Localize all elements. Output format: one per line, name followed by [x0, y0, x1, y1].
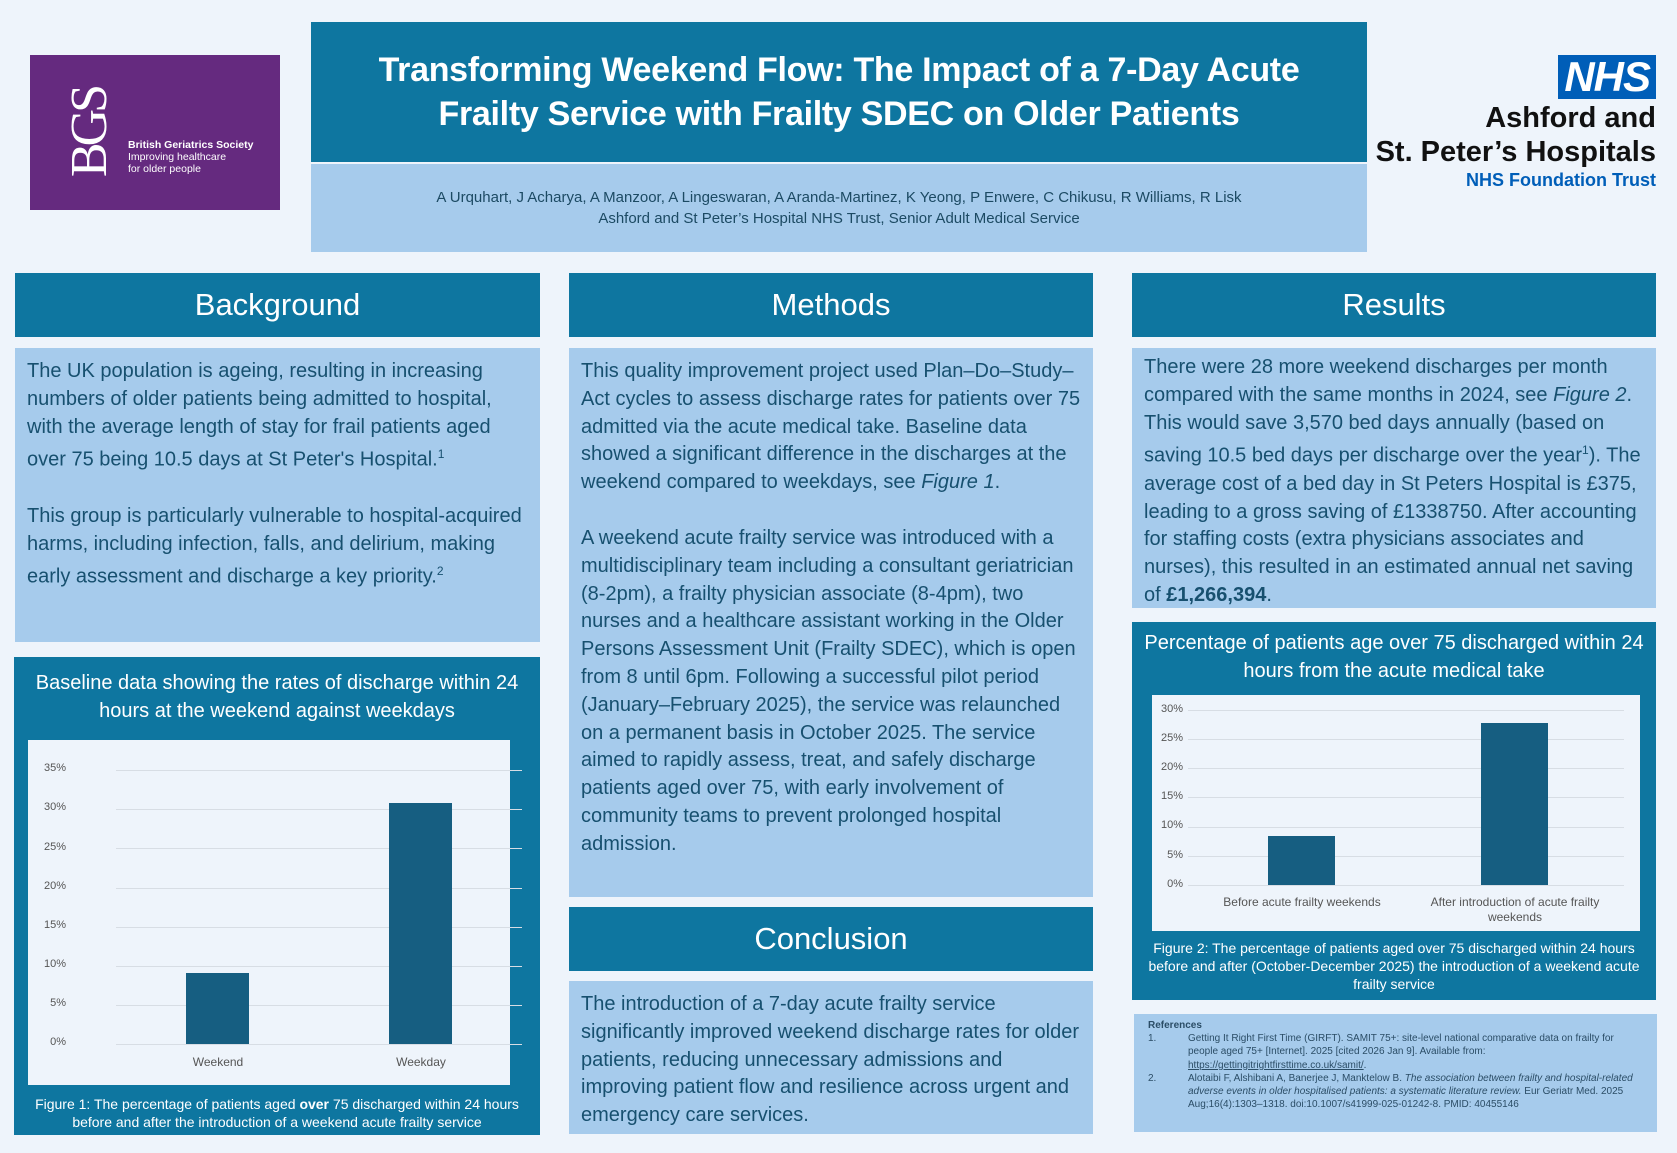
results-heading: Results [1132, 273, 1656, 337]
bgs-monogram-icon: BGS [61, 87, 119, 178]
references-title: References [1148, 1020, 1202, 1031]
y-tick: 15% [43, 919, 66, 931]
y-tick: 35% [43, 762, 66, 774]
x-label-weekend: Weekend [192, 1055, 244, 1069]
y-tick: 0% [50, 1036, 66, 1048]
gridline [116, 927, 522, 928]
conclusion-heading: Conclusion [569, 907, 1093, 971]
figure-1-caption: Figure 1: The percentage of patients age… [35, 1096, 519, 1130]
conclusion-text: The introduction of a 7-day acute frailt… [569, 981, 1093, 1134]
nhs-org-line-2: St. Peter’s Hospitals [1375, 136, 1656, 168]
y-tick: 0% [1167, 878, 1183, 890]
poster-title: Transforming Weekend Flow: The Impact of… [378, 51, 1300, 133]
y-tick: 25% [1160, 732, 1183, 744]
gridline [116, 888, 522, 889]
results-para: There were 28 more weekend discharges pe… [1144, 356, 1641, 607]
reference-item: 2. Alotaibi F, Alshibani A, Banerjee J, … [1148, 1072, 1633, 1111]
figure-2-caption: Figure 2: The percentage of patients age… [1148, 940, 1640, 992]
figure-1-chart: 35% 30% 25% 20% 15% 10% 5% 0% Weekend We… [28, 740, 522, 1085]
figure-1: Baseline data showing the rates of disch… [14, 657, 540, 1135]
bar-before [1268, 836, 1335, 885]
bar-weekend [186, 973, 249, 1044]
methods-para-2: A weekend acute frailty service was intr… [581, 526, 1076, 855]
y-tick: 30% [43, 801, 66, 813]
results-text: There were 28 more weekend discharges pe… [1132, 348, 1656, 608]
bgs-name: British Geriatrics Society [128, 139, 254, 151]
y-tick: 20% [43, 880, 66, 892]
gridline [116, 1005, 522, 1006]
bgs-tagline-1: Improving healthcare [128, 151, 227, 163]
affiliation: Ashford and St Peter’s Hospital NHS Trus… [598, 210, 1080, 227]
gridline [1188, 739, 1624, 740]
methods-text: This quality improvement project used Pl… [569, 348, 1093, 897]
bar-after [1481, 723, 1548, 885]
figure-2-title: Percentage of patients age over 75 disch… [1144, 632, 1644, 682]
y-tick: 20% [1160, 761, 1183, 773]
gridline [1188, 885, 1624, 886]
gridline [1188, 797, 1624, 798]
y-tick: 5% [50, 997, 66, 1009]
y-tick: 30% [1160, 703, 1183, 715]
bgs-wordmark: British Geriatrics Society Improving hea… [128, 139, 253, 175]
references: References 1. Getting It Right First Tim… [1134, 1014, 1657, 1132]
gridline [1188, 827, 1624, 828]
bgs-tagline-2: for older people [128, 163, 201, 175]
poster-title-banner: Transforming Weekend Flow: The Impact of… [311, 22, 1367, 162]
figure-2-chart: 30% 25% 20% 15% 10% 5% 0% Before acute f… [1152, 695, 1640, 931]
gridline [1188, 856, 1624, 857]
methods-heading: Methods [569, 273, 1093, 337]
gridline [116, 1044, 522, 1045]
nhs-trust: NHS Foundation Trust [1466, 170, 1656, 190]
authors-banner: A Urquhart, J Acharya, A Manzoor, A Ling… [311, 164, 1367, 252]
bar-weekday [389, 803, 452, 1044]
background-para-1: The UK population is ageing, resulting i… [27, 360, 492, 472]
gridline [116, 809, 522, 810]
gridline [116, 848, 522, 849]
figure-1-title: Baseline data showing the rates of disch… [35, 672, 519, 722]
bgs-logo: BGS British Geriatrics Society Improving… [30, 55, 280, 210]
figure-2: Percentage of patients age over 75 disch… [1132, 622, 1656, 1000]
background-heading: Background [15, 273, 540, 337]
reference-link[interactable]: https://gettingitrightfirsttime.co.uk/sa… [1188, 1059, 1364, 1071]
gridline [1188, 710, 1624, 711]
gridline [116, 770, 522, 771]
background-text: The UK population is ageing, resulting i… [15, 348, 540, 642]
nhs-badge-icon: NHS [1558, 55, 1656, 99]
methods-para-1: This quality improvement project used Pl… [581, 360, 1081, 494]
x-label-weekday: Weekday [396, 1055, 446, 1069]
nhs-org-line-1: Ashford and [1485, 102, 1656, 134]
y-tick: 25% [43, 841, 66, 853]
background-para-2: This group is particularly vulnerable to… [27, 504, 522, 589]
authors: A Urquhart, J Acharya, A Manzoor, A Ling… [436, 189, 1242, 206]
x-label-before: Before acute frailty weekends [1223, 895, 1381, 909]
y-tick: 10% [1160, 819, 1183, 831]
y-tick: 10% [43, 958, 66, 970]
x-label-after: After introduction of acute frailty week… [1430, 895, 1600, 924]
gridline [1188, 768, 1624, 769]
reference-item: 1. Getting It Right First Time (GIRFT). … [1148, 1033, 1614, 1071]
y-tick: 5% [1167, 849, 1183, 861]
y-tick: 15% [1160, 790, 1183, 802]
gridline [116, 966, 522, 967]
nhs-logo: NHS Ashford and St. Peter’s Hospitals NH… [1370, 55, 1656, 200]
